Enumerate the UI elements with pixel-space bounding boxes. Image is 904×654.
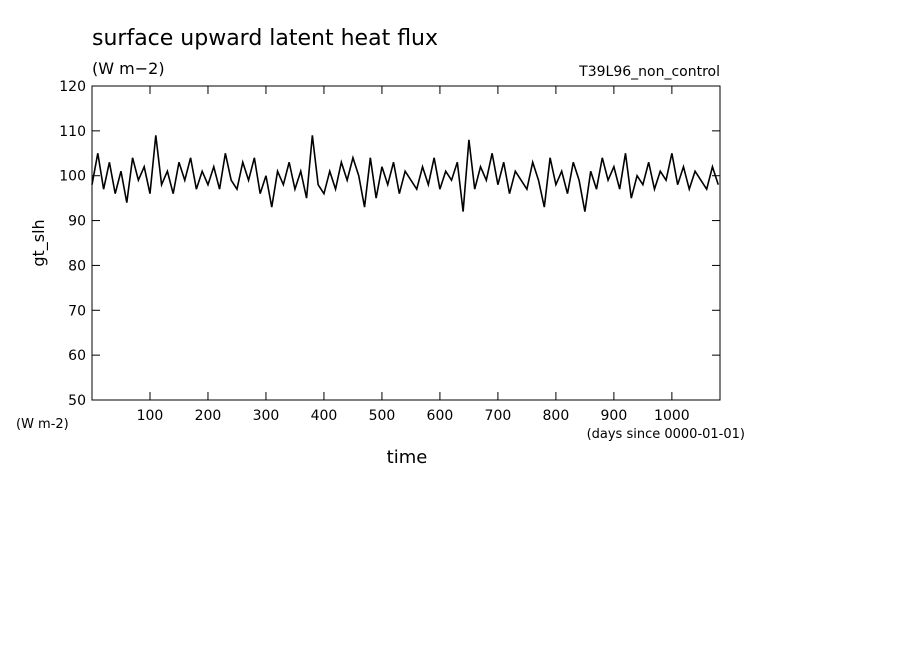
chart-title: surface upward latent heat flux: [92, 26, 438, 51]
x-unit: (days since 0000-01-01): [587, 427, 745, 442]
y-tick-label: 110: [59, 124, 86, 140]
x-tick-label: 800: [543, 408, 570, 424]
x-tick-label: 1000: [654, 408, 690, 424]
x-tick-label: 900: [601, 408, 628, 424]
x-tick-label: 200: [195, 408, 222, 424]
subtitle: (W m−2): [92, 59, 165, 78]
x-tick-label: 500: [369, 408, 396, 424]
x-tick-label: 300: [253, 408, 280, 424]
x-tick-label: 400: [311, 408, 338, 424]
y-tick-label: 120: [59, 79, 86, 95]
y-tick-label: 60: [68, 348, 86, 364]
y-tick-label: 50: [68, 393, 86, 409]
y-tick-label: 100: [59, 169, 86, 185]
data-line: [91, 135, 720, 212]
x-tick-label: 600: [427, 408, 454, 424]
y-axis-label: gt_slh: [29, 219, 49, 266]
x-tick-label: 100: [137, 408, 164, 424]
y-tick-label: 80: [68, 258, 86, 274]
plot-frame: [91, 85, 721, 401]
y-unit: (W m-2): [16, 417, 69, 432]
x-axis-label: time: [387, 447, 428, 468]
y-tick-label: 90: [68, 214, 86, 230]
annotation: T39L96_non_control: [578, 64, 720, 80]
y-tick-label: 70: [68, 303, 86, 319]
x-tick-label: 700: [485, 408, 512, 424]
